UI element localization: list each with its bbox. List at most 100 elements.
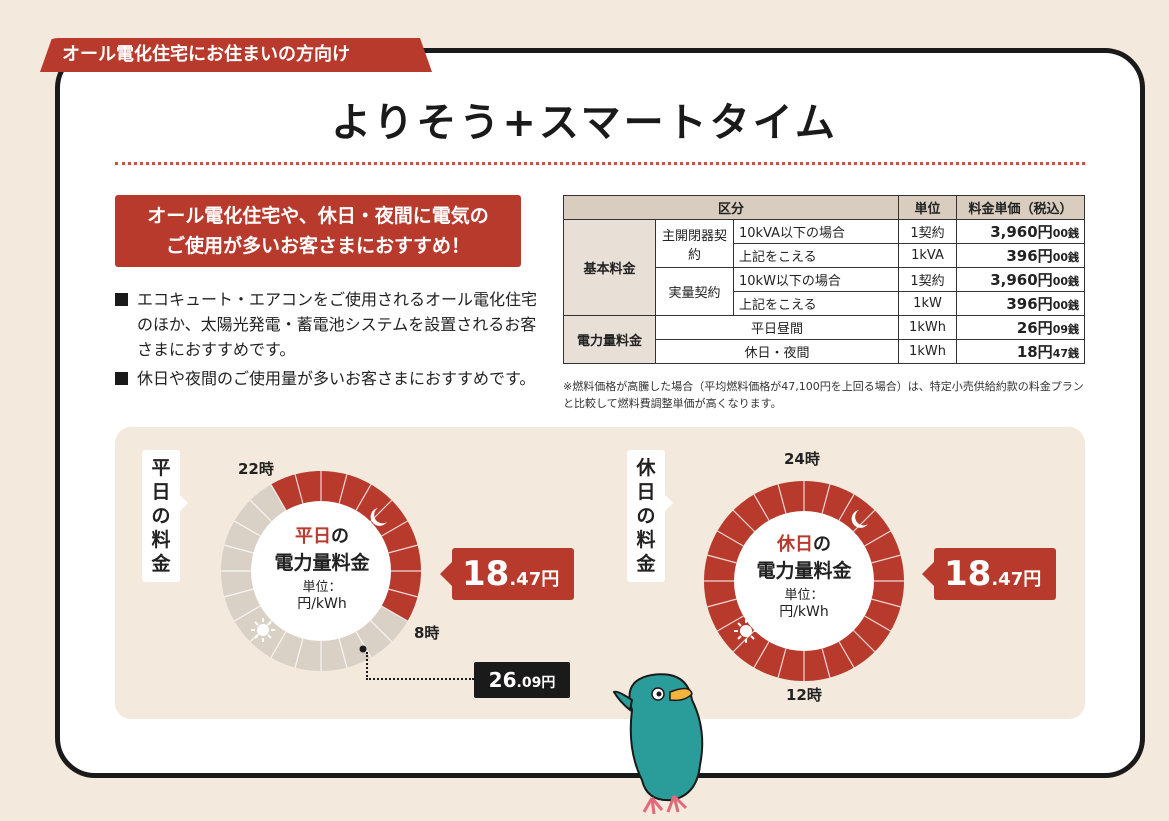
- dial-tick: [338, 474, 348, 504]
- list-item: 休日や夜間のご使用量が多いお客さまにおすすめです。: [115, 366, 545, 391]
- row-condition: 10kVA以下の場合: [733, 219, 899, 244]
- dial-tick: [224, 544, 254, 554]
- recommend-line2: ご使用が多いお客さまにおすすめ！: [165, 235, 470, 257]
- row-condition: 10kW以下の場合: [733, 267, 899, 292]
- center-red: 休日: [777, 534, 813, 555]
- dial-tick: [717, 615, 744, 632]
- unit-line2: 円/kWh: [779, 604, 829, 620]
- unit-line1: 単位：: [302, 580, 342, 595]
- weekday-dial: [221, 471, 421, 671]
- group-main-breaker: 主開閉器契約: [655, 219, 734, 268]
- weekday-night-price: 18.47円: [440, 548, 574, 600]
- row-price: 3,960円00銭: [956, 219, 1085, 244]
- group-actual: 実量契約: [655, 267, 734, 316]
- dial-tick: [777, 484, 787, 514]
- header-price: 料金単価（税込）: [956, 195, 1085, 220]
- recommend-box: オール電化住宅や、休日・夜間に電気の ご使用が多いお客さまにおすすめ！: [115, 195, 521, 267]
- dial-tick: [732, 509, 755, 532]
- table-row: 休日・夜間 1kWh 18円47銭: [564, 339, 1085, 364]
- dial-tick: [864, 615, 891, 632]
- table-row: 区分 単位 料金単価（税込）: [563, 195, 1085, 220]
- row-condition: 休日・夜間: [655, 339, 899, 364]
- holiday-price: 18.47円: [922, 548, 1056, 600]
- row-unit: 1契約: [898, 219, 957, 244]
- dotted-divider: [115, 162, 1085, 165]
- row-unit: 1kWh: [898, 315, 957, 340]
- dial-tick: [871, 598, 901, 608]
- dial-tick: [355, 631, 372, 658]
- dial-tick: [381, 520, 408, 537]
- sun-icon: [251, 618, 275, 642]
- row-condition: 上記をこえる: [733, 243, 899, 268]
- table-row: 実量契約 10kW以下の場合 1契約 3,960円00銭: [564, 267, 1085, 316]
- center-rest: の: [331, 526, 349, 547]
- fuel-note: ※燃料価格が高騰した場合（平均燃料価格が47,100円を上回る場合）は、特定小売…: [563, 380, 1084, 410]
- dial-tick: [294, 638, 304, 668]
- dial-tick: [707, 554, 737, 564]
- dial-tick: [270, 631, 287, 658]
- audience-tag: オール電化住宅にお住まいの方向け: [40, 38, 432, 72]
- page-title: よりそう+スマートタイム: [331, 100, 838, 146]
- dial-tick: [717, 530, 744, 547]
- hour-label-bottom: 12時: [786, 686, 822, 704]
- recommend-line1: オール電化住宅や、休日・夜間に電気の: [147, 205, 489, 227]
- hour-label-right: 8時: [414, 624, 440, 642]
- center-red: 平日: [295, 526, 331, 547]
- dial-tick: [753, 494, 770, 521]
- dial-tick: [224, 588, 254, 598]
- dial-tick: [270, 484, 287, 511]
- bullet-list: エコキュート・エアコンをご使用されるオール電化住宅のほか、太陽光発電・蓄電池シス…: [115, 287, 545, 395]
- holiday-dial: [704, 481, 904, 681]
- dial-tick: [388, 588, 418, 598]
- row-unit: 1kVA: [898, 243, 957, 268]
- row-price: 26円09銭: [956, 315, 1085, 340]
- row-price: 3,960円00銭: [956, 267, 1085, 292]
- center-line2: 電力量料金: [756, 560, 852, 582]
- group-basic: 基本料金: [563, 219, 656, 316]
- dial-tick: [381, 605, 408, 622]
- dial-marker: [359, 645, 367, 653]
- hour-label-top: 22時: [238, 460, 274, 478]
- center-rest: の: [813, 534, 831, 555]
- moon-icon: [370, 508, 387, 526]
- row-price: 18円47銭: [956, 339, 1085, 364]
- moon-icon: [851, 510, 868, 528]
- dial-center: [734, 511, 874, 651]
- sun-icon: [734, 619, 758, 643]
- holiday-center-text: 休日の 電力量料金 単位： 円/kWh: [734, 530, 874, 621]
- dial-tick: [753, 641, 770, 668]
- dial-tick: [853, 509, 876, 532]
- table-row: 電力量料金 平日昼間 1kWh 26円09銭: [563, 315, 1085, 364]
- row-price: 396円00銭: [956, 291, 1085, 316]
- dial-center: [251, 501, 391, 641]
- weekday-center-text: 平日の 電力量料金 単位： 円/kWh: [252, 522, 392, 613]
- dial-tick: [777, 648, 787, 678]
- center-line2: 電力量料金: [274, 552, 370, 574]
- dial-tick: [871, 554, 901, 564]
- dial-tick: [388, 544, 418, 554]
- unit-line1: 単位：: [784, 588, 824, 603]
- table-row: 基本料金 主開閉器契約 10kVA以下の場合 1契約 3,960円00銭: [563, 219, 1085, 316]
- rate-table: 区分 単位 料金単価（税込） 基本料金 主開閉器契約 10kVA以下の場合 1契…: [563, 195, 1085, 364]
- holiday-label-text: 休日の料金: [636, 457, 656, 575]
- weekday-label-text: 平日の料金: [151, 457, 171, 575]
- holiday-label: 休日の料金: [627, 450, 673, 582]
- dial-tick: [234, 605, 261, 622]
- dial-tick: [249, 499, 272, 522]
- dial-tick: [838, 494, 855, 521]
- dial-tick: [234, 520, 261, 537]
- row-unit: 1kW: [898, 291, 957, 316]
- row-unit: 1kWh: [898, 339, 957, 364]
- row-condition: 平日昼間: [655, 315, 899, 340]
- dial-tick: [707, 598, 737, 608]
- dial-tick: [864, 530, 891, 547]
- weekday-label: 平日の料金: [142, 450, 188, 582]
- header-unit: 単位: [898, 195, 957, 220]
- list-item: エコキュート・エアコンをご使用されるオール電化住宅のほか、太陽光発電・蓄電池シス…: [115, 287, 545, 362]
- dial-tick: [821, 648, 831, 678]
- header-category: 区分: [563, 195, 899, 220]
- row-price: 396円00銭: [956, 243, 1085, 268]
- hour-label-top: 24時: [784, 450, 820, 468]
- row-condition: 上記をこえる: [733, 291, 899, 316]
- weekday-day-price: 26.09円: [474, 662, 570, 698]
